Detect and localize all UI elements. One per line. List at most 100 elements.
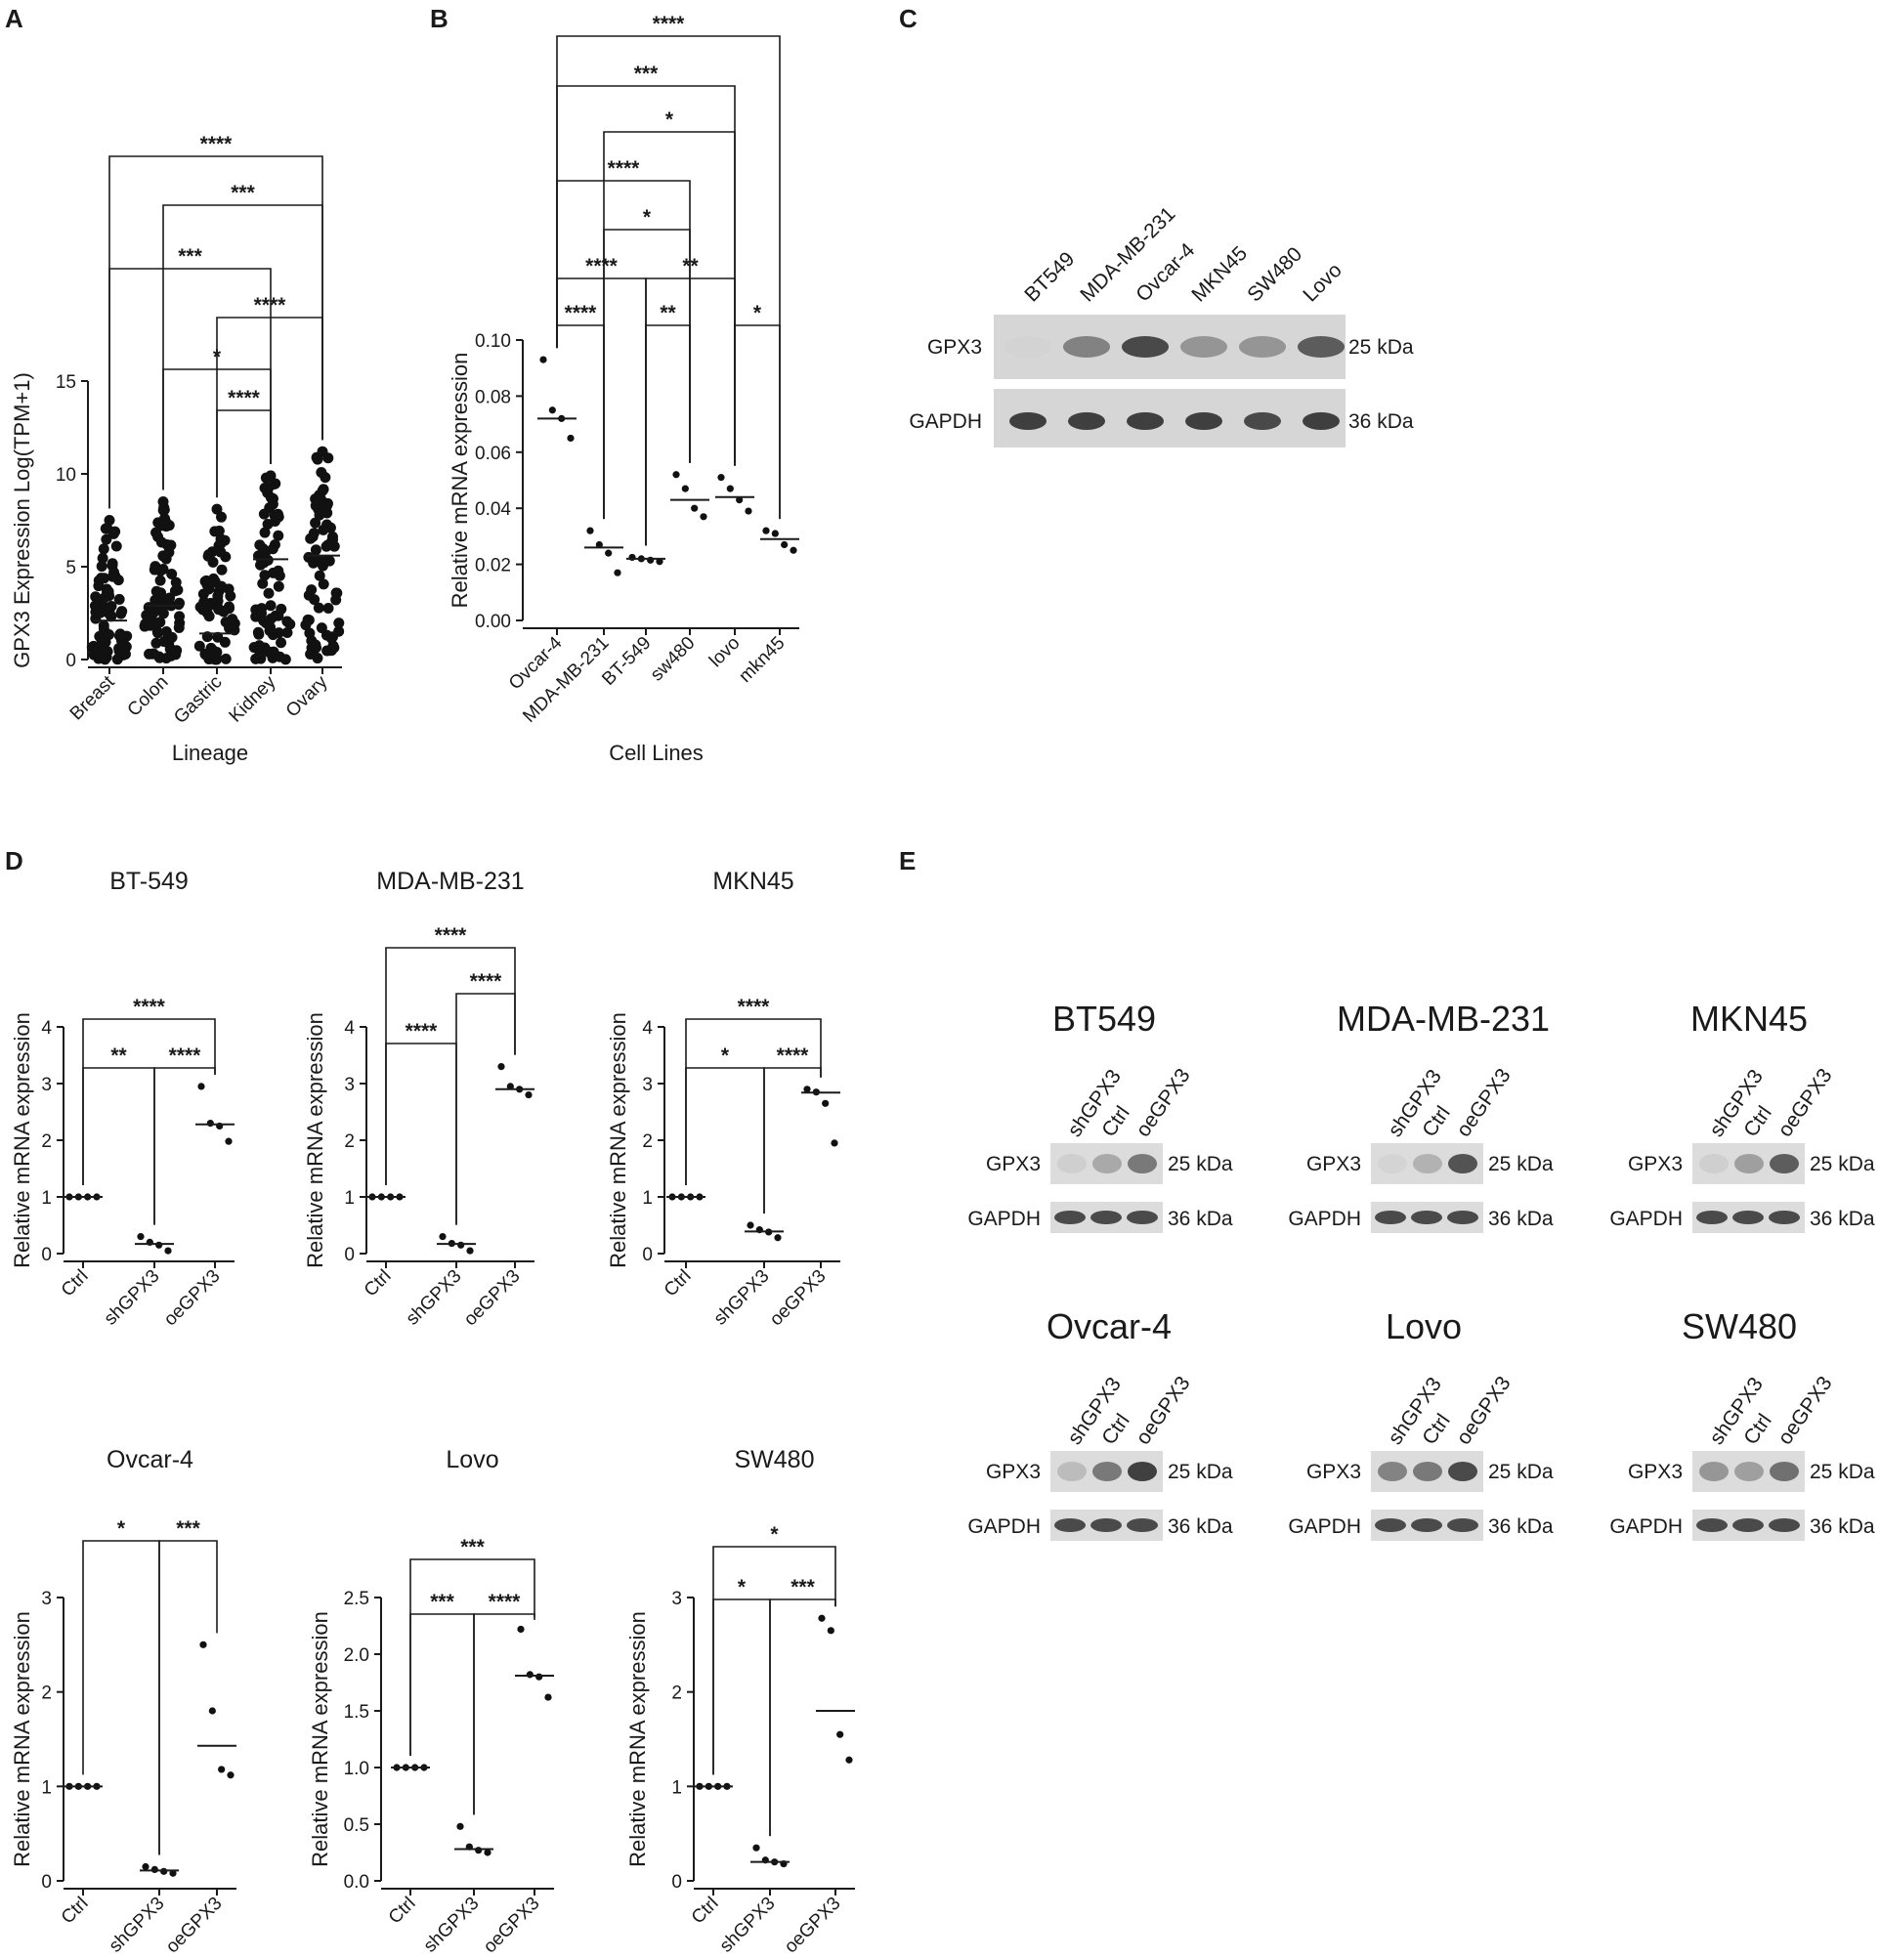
significance-label: * (738, 1576, 747, 1598)
data-point (142, 1862, 150, 1871)
blot-band (1699, 1154, 1729, 1173)
y-tick-label: 2.0 (344, 1645, 369, 1666)
data-point (276, 637, 287, 649)
y-tick-label: 0.10 (475, 331, 511, 352)
protein-label: GAPDH (1609, 1208, 1683, 1230)
data-point (208, 1707, 216, 1715)
significance-bracket (712, 1546, 836, 1775)
y-tick-label: 0.06 (475, 444, 511, 464)
data-point (86, 642, 98, 654)
y-axis-label: Relative mRNA expression (303, 1012, 327, 1268)
data-point (254, 649, 266, 660)
lane-label: Lovo (1299, 259, 1346, 306)
data-point (306, 584, 318, 596)
significance-label: *** (430, 1591, 454, 1613)
blot-band (1090, 1518, 1122, 1532)
y-axis-label: Relative mRNA expression (308, 1611, 332, 1867)
significance-label: **** (565, 302, 598, 324)
data-point (150, 594, 161, 606)
x-tick-label: oeGPX3 (781, 1894, 845, 1958)
data-point (98, 543, 109, 555)
data-point (211, 653, 223, 664)
y-tick-label: 3 (344, 1075, 355, 1095)
y-tick-label: 10 (56, 465, 76, 486)
data-point (539, 356, 547, 363)
blot-band (1185, 412, 1222, 430)
data-point (99, 651, 110, 662)
lane-label: oeGPX3 (1452, 1373, 1515, 1449)
significance-bracket (556, 324, 605, 520)
data-point (206, 1120, 214, 1128)
data-point (150, 527, 162, 538)
data-point (173, 621, 185, 633)
lane-label: MKN45 (1187, 242, 1252, 307)
data-point (256, 555, 268, 567)
blot-band (1298, 336, 1345, 358)
y-axis-label: Relative mRNA expression (606, 1012, 630, 1268)
data-point (155, 1241, 163, 1249)
lane-label: oeGPX3 (1773, 1065, 1836, 1141)
y-tick-label: 2 (344, 1131, 355, 1152)
chart-title: Ovcar-4 (107, 1446, 193, 1473)
significance-label: **** (653, 13, 686, 35)
data-point (548, 406, 556, 414)
kda-label: 25 kDa (1168, 1461, 1233, 1483)
data-point (506, 1083, 514, 1090)
blot-band (1732, 1518, 1764, 1532)
blot-band (1009, 412, 1047, 430)
protein-label: GPX3 (1628, 1461, 1683, 1483)
x-tick-label: shGPX3 (420, 1894, 484, 1957)
blot-band (1769, 1211, 1800, 1224)
data-point (96, 634, 107, 646)
data-point (316, 493, 327, 505)
blot-band (1303, 412, 1340, 430)
y-tick-label: 4 (642, 1018, 653, 1039)
kda-label: 25 kDa (1488, 1153, 1554, 1175)
blots-layer: BT549MDA-MB-231Ovcar-4MKN45SW480LovoGPX3… (909, 202, 1875, 1541)
lane-label: oeGPX3 (1773, 1373, 1836, 1449)
x-axis-label: Lineage (172, 741, 248, 765)
blot-band (1411, 1518, 1442, 1532)
blot-panel-c: BT549MDA-MB-231Ovcar-4MKN45SW480LovoGPX3… (909, 202, 1414, 447)
y-tick-label: 3 (41, 1075, 52, 1095)
data-point (314, 570, 325, 581)
data-point (111, 654, 123, 665)
data-point (628, 553, 636, 562)
protein-label: GAPDH (967, 1515, 1041, 1538)
data-point (325, 645, 337, 657)
data-point (113, 645, 125, 657)
blot-band (1448, 1462, 1477, 1481)
data-point (225, 590, 236, 602)
data-point (137, 1233, 145, 1241)
data-point (220, 617, 232, 628)
blot-strip (994, 389, 1346, 447)
significance-label: * (721, 1044, 730, 1067)
significance-label: ** (660, 302, 676, 324)
data-point (170, 576, 182, 588)
significance-label: *** (634, 63, 659, 85)
y-tick-label: 1.5 (344, 1702, 369, 1723)
x-tick-label: oeGPX3 (160, 1266, 225, 1331)
blot-band (1128, 1462, 1157, 1481)
protein-label: GPX3 (986, 1153, 1041, 1175)
data-point (164, 1247, 172, 1255)
data-point (259, 570, 271, 581)
blot-title: SW480 (1682, 1306, 1797, 1346)
blot-title: BT549 (1052, 999, 1156, 1039)
data-point (203, 549, 215, 561)
blot-band (1054, 1211, 1086, 1224)
data-point (517, 1625, 525, 1634)
lane-label: BT549 (1020, 248, 1079, 307)
data-point (605, 549, 613, 557)
y-axis-label: Relative mRNA expression (10, 1012, 34, 1268)
data-point (103, 586, 114, 598)
x-tick-label: Breast (66, 671, 119, 724)
data-point (717, 474, 725, 482)
data-point (220, 653, 232, 664)
blot-band (1413, 1462, 1442, 1481)
y-tick-label: 0 (65, 651, 76, 671)
